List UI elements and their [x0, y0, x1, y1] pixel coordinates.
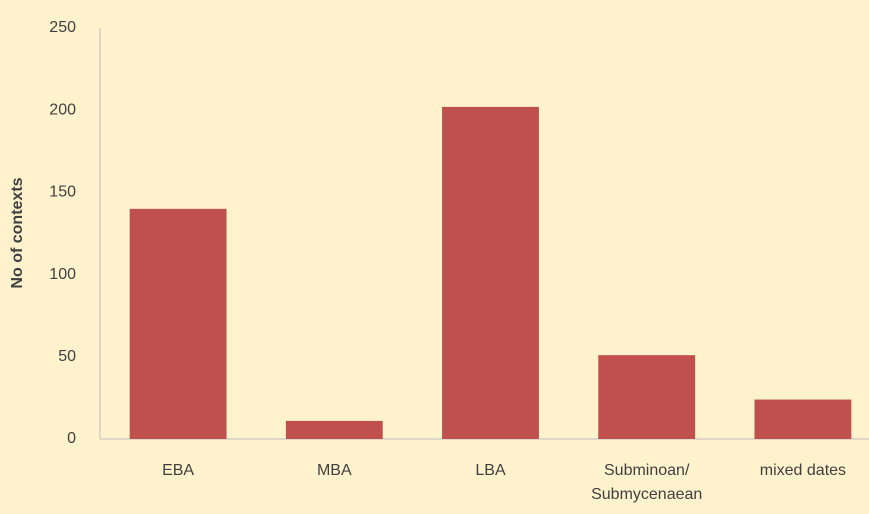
y-tick-label: 200 — [49, 101, 76, 118]
y-axis-label: No of contexts — [9, 177, 26, 288]
bar — [754, 399, 852, 439]
bar — [598, 355, 696, 439]
bar — [129, 208, 227, 439]
x-tick-label: LBA — [475, 462, 506, 479]
y-tick-label: 0 — [67, 430, 76, 447]
y-tick-label: 50 — [58, 348, 76, 365]
y-tick-label: 250 — [49, 19, 76, 36]
x-tick-label: EBA — [162, 462, 194, 479]
bar — [285, 420, 383, 439]
y-tick-label: 150 — [49, 184, 76, 201]
x-tick-label: MBA — [317, 462, 352, 479]
x-tick-label: Subminoan/Submycenaean — [591, 462, 702, 503]
bar — [442, 106, 539, 440]
y-tick-label: 100 — [49, 266, 76, 283]
x-tick-label: mixed dates — [760, 462, 846, 479]
